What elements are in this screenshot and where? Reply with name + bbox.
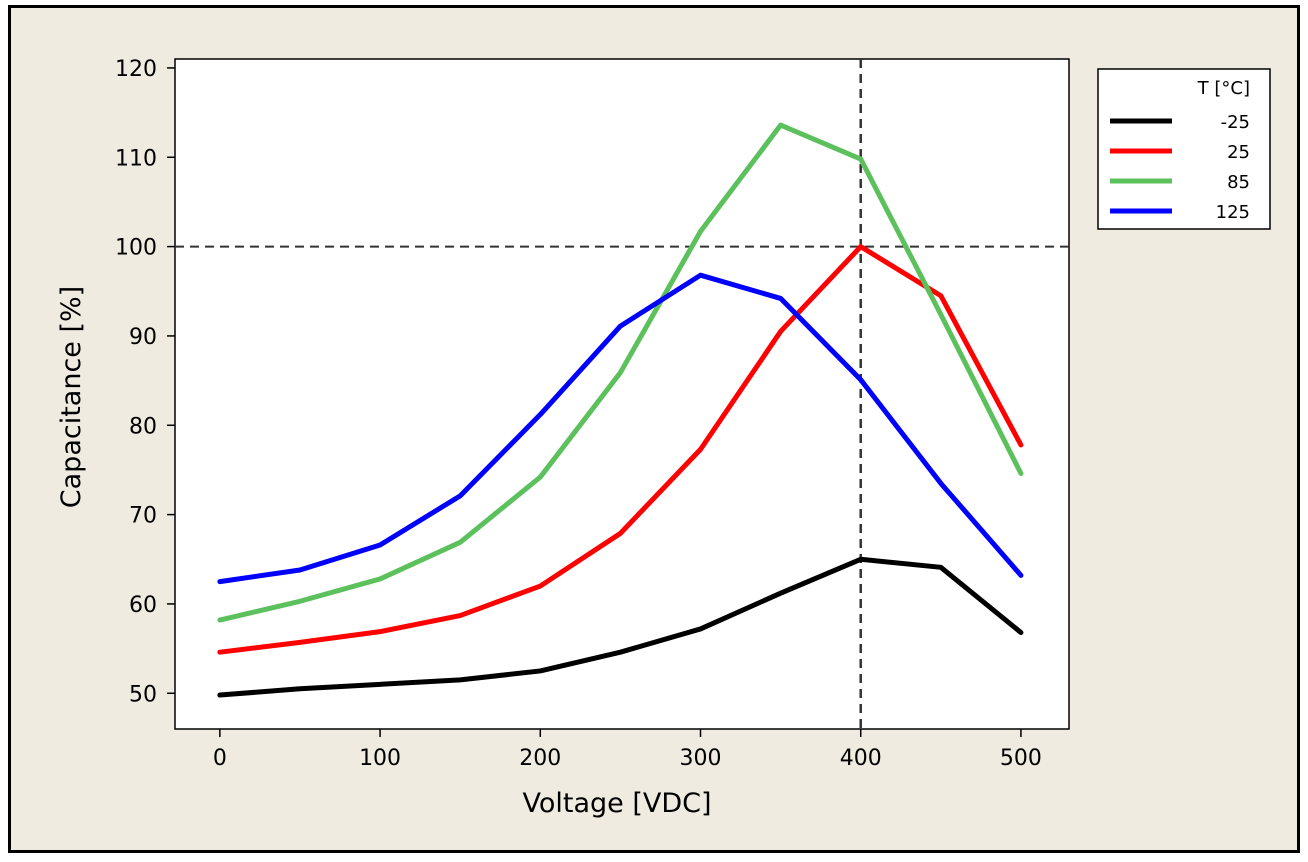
- x-tick-label: 300: [680, 746, 722, 771]
- axes: 50 60 70 80 90 100 110 120 0 100 200 300 400 500: [115, 57, 1042, 771]
- legend-title: T [°C]: [1197, 78, 1250, 99]
- series-line-125: [217, 272, 1024, 585]
- legend: T [°C] -25 25 85 125: [1097, 68, 1271, 230]
- legend-label: -25: [1221, 112, 1250, 133]
- legend-label: 85: [1227, 172, 1250, 193]
- y-tick-label: 80: [129, 414, 157, 439]
- y-axis-label: Capacitance [%]: [56, 286, 87, 508]
- y-tick-label: 50: [129, 682, 157, 707]
- legend-label: 25: [1227, 142, 1250, 163]
- series-line-85: [217, 122, 1024, 623]
- x-tick-label: 400: [840, 746, 882, 771]
- x-axis-label: Voltage [VDC]: [522, 788, 711, 819]
- x-tick-label: 200: [519, 746, 561, 771]
- x-tick-label: 500: [1000, 746, 1042, 771]
- series-lines: [217, 122, 1024, 698]
- y-tick-label: 100: [115, 236, 157, 261]
- y-tick-label: 70: [129, 504, 157, 529]
- x-tick-label: 0: [213, 746, 227, 771]
- x-tick-label: 100: [359, 746, 401, 771]
- series-line-25: [217, 244, 1024, 655]
- legend-items: -25 25 85 125: [1110, 112, 1250, 223]
- y-tick-label: 90: [129, 325, 157, 350]
- series-line-minus25: [217, 556, 1024, 698]
- plot-area: [174, 58, 1070, 730]
- reference-lines: [175, 59, 1069, 729]
- y-tick-label: 110: [115, 146, 157, 171]
- y-tick-label: 120: [115, 57, 157, 82]
- legend-label: 125: [1216, 202, 1250, 223]
- y-tick-label: 60: [129, 593, 157, 618]
